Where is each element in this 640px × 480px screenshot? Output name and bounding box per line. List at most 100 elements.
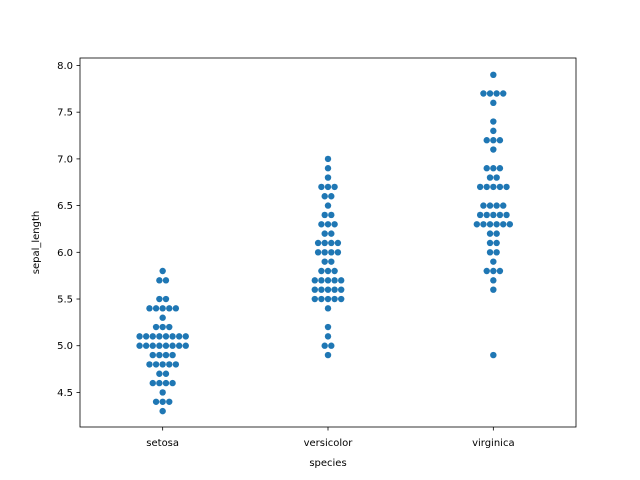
point-setosa (152, 305, 160, 312)
point-versicolor (334, 249, 342, 256)
point-setosa (172, 305, 180, 312)
point-setosa (159, 389, 166, 396)
point-virginica (490, 277, 497, 284)
point-versicolor (311, 286, 318, 293)
point-virginica (496, 267, 504, 275)
point-setosa (159, 323, 166, 331)
plot-frame (79, 57, 577, 428)
point-virginica (493, 90, 500, 97)
point-virginica (496, 183, 504, 191)
point-virginica (486, 239, 494, 247)
point-versicolor (338, 277, 345, 284)
x-axis: setosa versicolor virginica (146, 427, 515, 449)
point-virginica (490, 183, 497, 191)
point-setosa (162, 351, 170, 359)
y-tick-label: 6.5 (57, 201, 73, 212)
point-versicolor (331, 221, 338, 228)
point-virginica (486, 249, 494, 256)
point-versicolor (324, 286, 332, 293)
point-virginica (490, 99, 497, 107)
point-virginica (483, 267, 490, 275)
point-versicolor (324, 183, 332, 191)
point-setosa (182, 342, 189, 349)
point-versicolor (321, 239, 328, 247)
x-tick-label-virginica: virginica (472, 438, 515, 449)
point-virginica (493, 239, 500, 247)
point-versicolor (328, 230, 335, 237)
point-virginica (500, 202, 507, 209)
point-setosa (136, 342, 143, 349)
point-setosa (136, 333, 143, 340)
point-virginica (486, 174, 494, 181)
y-tick-label: 8.0 (57, 61, 73, 72)
x-axis-label: species (309, 458, 346, 469)
point-setosa (162, 342, 170, 349)
point-versicolor (331, 267, 338, 275)
point-versicolor (324, 277, 332, 284)
point-virginica (480, 202, 487, 209)
point-virginica (473, 221, 481, 228)
x-tick-label-setosa: setosa (146, 438, 179, 449)
point-virginica (483, 165, 490, 172)
point-versicolor (321, 211, 328, 219)
point-versicolor (331, 183, 338, 191)
point-virginica (496, 165, 504, 172)
point-versicolor (324, 295, 332, 303)
point-versicolor (331, 286, 338, 293)
point-virginica (483, 211, 490, 219)
point-virginica (486, 230, 494, 237)
point-virginica (490, 165, 497, 172)
y-axis: 4.5 5.0 5.5 6.0 6.5 7.0 7.5 8.0 (57, 61, 80, 399)
point-versicolor (324, 221, 332, 228)
point-versicolor (318, 277, 325, 284)
point-versicolor (328, 258, 335, 265)
point-virginica (490, 351, 497, 359)
point-versicolor (334, 239, 342, 247)
point-virginica (476, 211, 484, 219)
point-virginica (483, 183, 490, 191)
point-versicolor (328, 239, 335, 247)
point-virginica (493, 230, 500, 237)
point-virginica (496, 211, 504, 219)
point-virginica (496, 137, 504, 144)
point-setosa (162, 370, 170, 377)
point-setosa (149, 342, 156, 349)
point-setosa (159, 305, 166, 312)
point-setosa (162, 379, 170, 387)
y-axis-label: sepal_length (31, 211, 42, 275)
point-setosa (162, 333, 170, 340)
point-setosa (149, 379, 156, 387)
point-virginica (490, 127, 497, 135)
point-setosa (159, 314, 166, 321)
point-versicolor (324, 202, 332, 209)
point-virginica (486, 90, 494, 97)
point-setosa (156, 379, 163, 387)
point-setosa (142, 342, 150, 349)
point-setosa (162, 277, 170, 284)
point-virginica (476, 183, 484, 191)
point-versicolor (321, 258, 328, 265)
point-setosa (162, 295, 170, 303)
point-virginica (493, 221, 500, 228)
point-versicolor (314, 239, 322, 247)
y-tick-label: 7.0 (57, 154, 73, 165)
point-virginica (493, 202, 500, 209)
y-tick-label: 5.5 (57, 295, 73, 306)
point-versicolor (324, 351, 332, 359)
point-versicolor (328, 193, 335, 200)
point-setosa (156, 342, 163, 349)
point-versicolor (318, 267, 325, 275)
point-setosa (149, 351, 156, 359)
point-setosa (166, 361, 173, 368)
point-versicolor (321, 249, 328, 256)
point-setosa (152, 398, 160, 405)
point-virginica (483, 137, 490, 144)
point-setosa (169, 342, 176, 349)
point-virginica (493, 174, 500, 181)
point-setosa (152, 323, 160, 331)
point-versicolor (324, 323, 332, 331)
point-versicolor (328, 211, 335, 219)
point-virginica (490, 258, 497, 265)
point-versicolor (311, 295, 318, 303)
